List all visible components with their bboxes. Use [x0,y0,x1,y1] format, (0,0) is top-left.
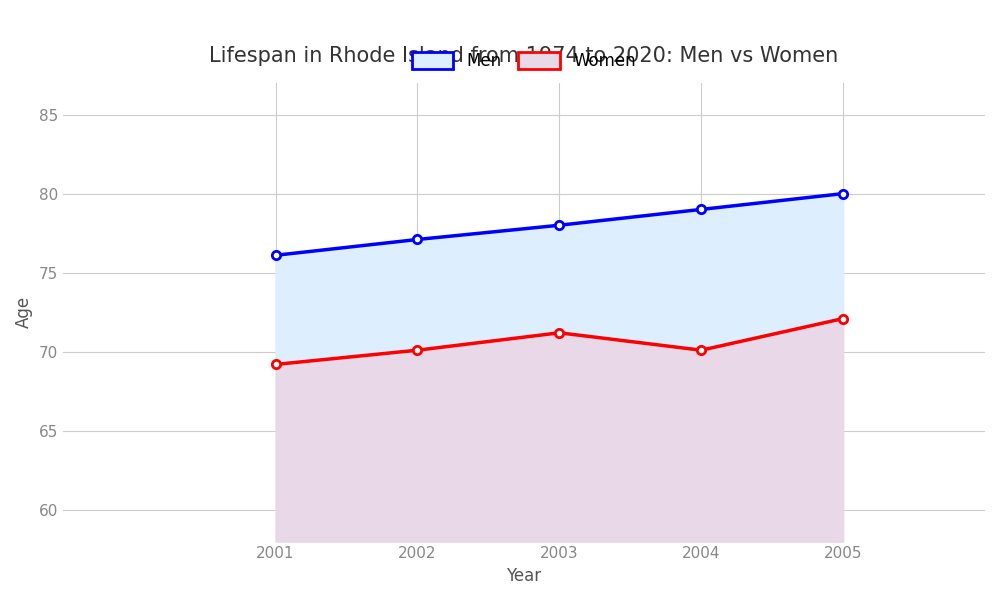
Legend: Men, Women: Men, Women [405,46,643,77]
Y-axis label: Age: Age [15,296,33,328]
X-axis label: Year: Year [506,567,541,585]
Title: Lifespan in Rhode Island from 1974 to 2020: Men vs Women: Lifespan in Rhode Island from 1974 to 20… [209,46,839,66]
